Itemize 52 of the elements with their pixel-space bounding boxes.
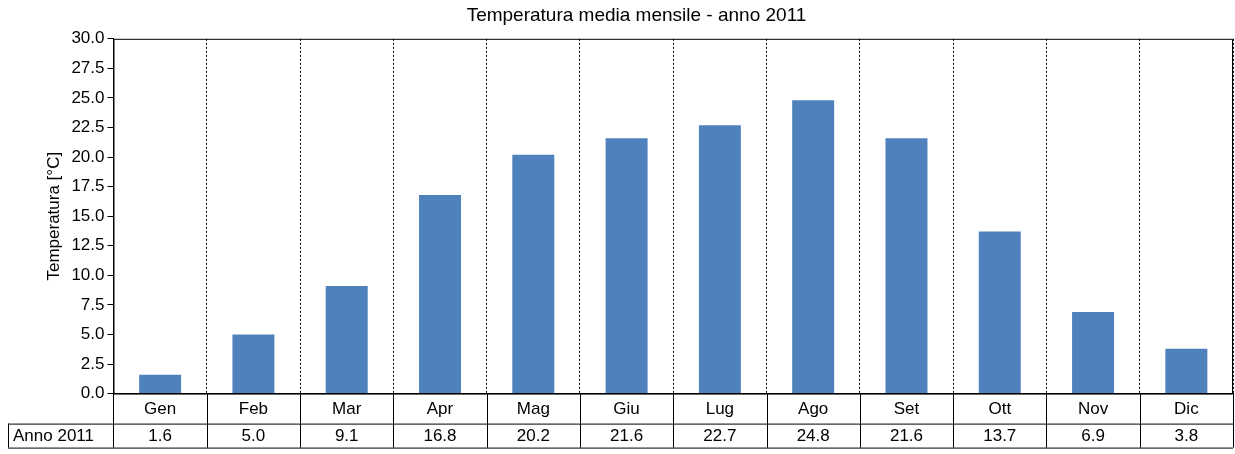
y-tick-label: 0.0 <box>80 383 105 403</box>
y-tick-label: 10.0 <box>71 265 105 285</box>
bar <box>885 138 928 394</box>
bar <box>232 334 275 394</box>
bar <box>792 100 835 394</box>
data-label: 9.1 <box>334 426 359 446</box>
y-tick-label: 12.5 <box>71 235 105 255</box>
data-label: 21.6 <box>610 426 644 446</box>
x-tick-label: Lug <box>705 399 735 419</box>
data-label: 1.6 <box>148 426 172 446</box>
y-tick-label: 15.0 <box>71 205 105 225</box>
x-tick-label: Ago <box>798 399 829 419</box>
y-tick-label: 27.5 <box>71 58 105 78</box>
y-tick-label: 25.0 <box>71 87 105 107</box>
bar <box>139 374 182 394</box>
y-tick-label: 7.5 <box>80 294 105 314</box>
data-label: 6.9 <box>1081 426 1105 446</box>
x-tick-label: Apr <box>426 399 454 419</box>
x-tick-label: Nov <box>1077 399 1109 419</box>
chart-title: Temperatura media mensile - anno 2011 <box>466 3 807 25</box>
y-axis-title: Temperatura [°C] <box>43 151 63 281</box>
y-tick-label: 20.0 <box>71 146 105 166</box>
x-tick-label: Mar <box>332 399 362 419</box>
y-tick-label: 2.5 <box>80 353 105 373</box>
data-label: 13.7 <box>983 426 1017 446</box>
y-tick-label: 22.5 <box>71 117 105 137</box>
data-label: 16.8 <box>423 426 457 446</box>
y-tick-label: 17.5 <box>71 176 105 196</box>
x-tick-label: Ott <box>988 399 1012 419</box>
data-label: 5.0 <box>241 426 266 446</box>
bar <box>978 231 1021 394</box>
data-label: 24.8 <box>796 426 830 446</box>
data-label: 3.8 <box>1174 426 1199 446</box>
bar <box>325 285 368 394</box>
text: Anno 2011 <box>13 426 94 446</box>
x-tick-label: Giu <box>613 399 640 419</box>
bar <box>1165 348 1208 394</box>
x-tick-label: Mag <box>516 399 550 419</box>
y-tick-label: 5.0 <box>80 324 105 344</box>
y-tick-label: 30.0 <box>71 28 105 48</box>
bar <box>605 138 648 394</box>
bar <box>512 154 555 394</box>
x-tick-label: Feb <box>238 399 269 419</box>
bar <box>419 194 461 394</box>
x-tick-label: Dic <box>1174 399 1200 419</box>
x-tick-label: Gen <box>144 399 177 419</box>
data-label: 20.2 <box>516 426 550 446</box>
x-tick-label: Set <box>893 399 920 419</box>
bar <box>1072 312 1115 394</box>
bar <box>698 125 741 394</box>
data-label: 22.7 <box>703 426 737 446</box>
data-label: 21.6 <box>889 426 924 446</box>
